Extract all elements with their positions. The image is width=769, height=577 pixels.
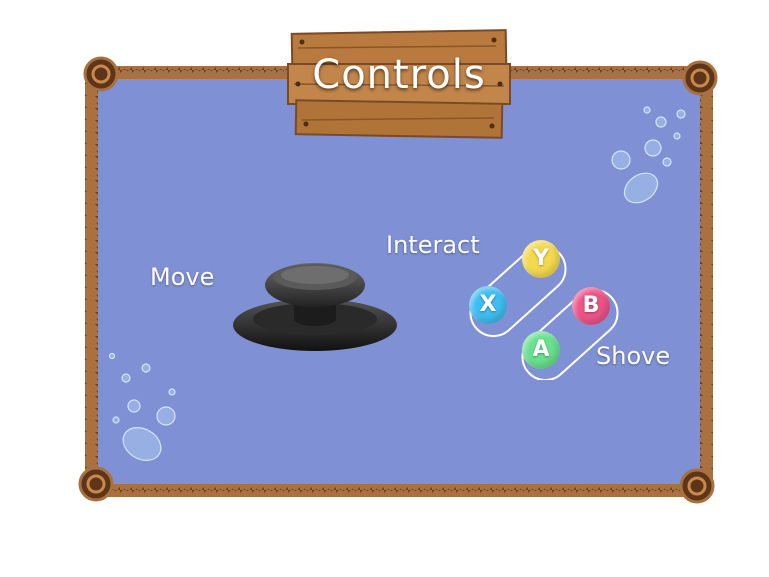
button-group-outlines [469,244,619,380]
controls-panel [92,72,706,490]
shove-label: Shove [596,342,671,370]
b-button: B [572,287,610,325]
x-button: X [469,286,507,324]
joystick-icon [233,263,397,351]
interact-label: Interact [386,231,480,259]
y-button: Y [522,240,560,278]
page-title: Controls [312,52,486,98]
move-label: Move [150,263,215,291]
wooden-sign-icon [287,29,511,139]
a-button: A [522,331,560,369]
